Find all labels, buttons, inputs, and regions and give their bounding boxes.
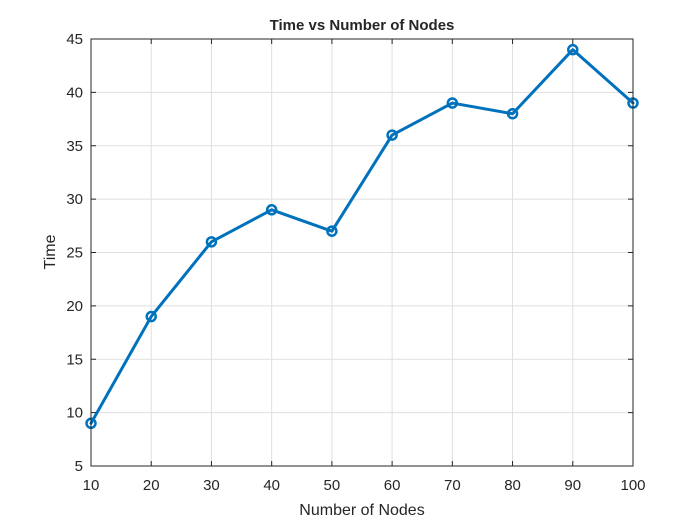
data-point-marker <box>326 225 338 237</box>
data-point-marker <box>446 97 459 109</box>
x-tick-label: 80 <box>504 477 521 494</box>
y-tick-label: 5 <box>75 458 83 475</box>
y-tick-label: 30 <box>66 191 83 208</box>
data-point-marker <box>506 107 519 120</box>
data-point-marker <box>205 236 218 248</box>
x-tick-label: 40 <box>263 477 280 494</box>
x-tick-label: 70 <box>444 477 461 494</box>
data-point-marker <box>386 129 398 141</box>
y-tick-label: 40 <box>66 84 83 101</box>
x-tick-label: 50 <box>324 477 341 494</box>
y-tick-label: 45 <box>66 31 83 48</box>
y-tick-label: 15 <box>66 351 83 368</box>
data-point-marker <box>265 204 278 216</box>
y-tick-label: 35 <box>66 138 83 155</box>
x-tick-label: 30 <box>203 477 220 494</box>
chart-title: Time vs Number of Nodes <box>270 17 455 34</box>
x-tick-label: 100 <box>620 477 645 494</box>
y-axis-label: Time <box>42 234 59 269</box>
y-tick-label: 25 <box>66 245 83 262</box>
series-line <box>89 48 635 425</box>
x-tick-label: 90 <box>564 477 581 494</box>
x-tick-label: 20 <box>143 477 160 494</box>
data-point-marker <box>567 43 579 56</box>
x-tick-label: 60 <box>384 477 401 494</box>
x-tick-label: 10 <box>83 477 100 494</box>
y-tick-label: 20 <box>66 298 83 315</box>
y-tick-label: 10 <box>66 405 83 422</box>
x-axis-label: Number of Nodes <box>299 502 424 519</box>
data-point-marker <box>145 310 157 323</box>
axes <box>90 38 634 467</box>
